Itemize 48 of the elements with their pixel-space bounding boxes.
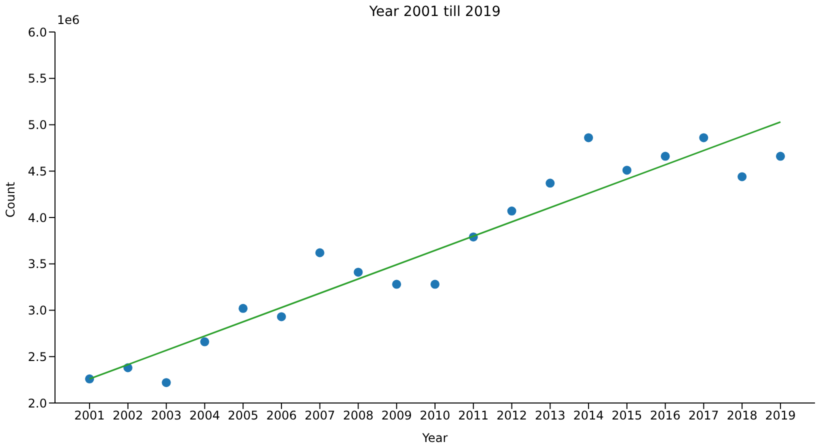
x-tick-label: 2017 <box>688 408 719 423</box>
y-tick-label: 2.0 <box>28 396 47 410</box>
y-axis-title: Count <box>3 182 18 218</box>
y-tick-label: 4.5 <box>28 164 47 178</box>
x-tick-label: 2016 <box>650 408 681 423</box>
y-tick-label: 4.0 <box>28 210 47 225</box>
x-tick-label: 2001 <box>74 408 105 423</box>
x-tick-label: 2013 <box>534 408 566 423</box>
x-tick-label: 2011 <box>458 408 489 423</box>
x-axis-title: Year <box>421 431 448 444</box>
x-tick-label: 2005 <box>228 408 258 423</box>
point <box>238 304 248 313</box>
x-tick-label: 2007 <box>304 408 336 423</box>
point <box>354 268 363 277</box>
x-tick-label: 2002 <box>112 408 144 423</box>
point <box>507 206 516 216</box>
point <box>430 280 440 289</box>
point <box>776 152 785 161</box>
x-tick-label: 2008 <box>342 408 374 423</box>
x-tick-label: 2019 <box>765 408 796 423</box>
chart-title: Year 2001 till 2019 <box>369 4 501 20</box>
x-tick-label: 2012 <box>496 408 528 423</box>
x-tick-label: 2010 <box>420 408 450 423</box>
point <box>162 378 171 388</box>
point <box>276 312 286 322</box>
x-tick-label: 2003 <box>151 408 182 423</box>
point <box>315 248 324 258</box>
y-tick-label: 3.0 <box>28 304 47 318</box>
x-tick-label: 2006 <box>266 408 297 423</box>
point <box>546 178 555 188</box>
point <box>584 133 594 142</box>
x-tick-label: 2004 <box>189 408 220 423</box>
point <box>738 172 747 182</box>
x-tick-label: 2009 <box>381 408 412 423</box>
y-tick-label: 6.0 <box>28 25 47 40</box>
point <box>660 152 670 161</box>
x-tick-label: 2014 <box>573 408 604 423</box>
x-tick-label: 2015 <box>612 408 642 423</box>
point <box>699 133 708 142</box>
point <box>392 280 402 289</box>
x-tick-label: 2018 <box>726 408 758 423</box>
point <box>200 337 210 346</box>
point <box>622 166 632 175</box>
y-tick-label: 5.5 <box>28 72 47 86</box>
text: 1e6 <box>57 13 80 27</box>
y-tick-label: 3.5 <box>28 257 47 272</box>
y-tick-label: 2.5 <box>28 350 47 364</box>
y-tick-label: 5.0 <box>28 118 47 132</box>
